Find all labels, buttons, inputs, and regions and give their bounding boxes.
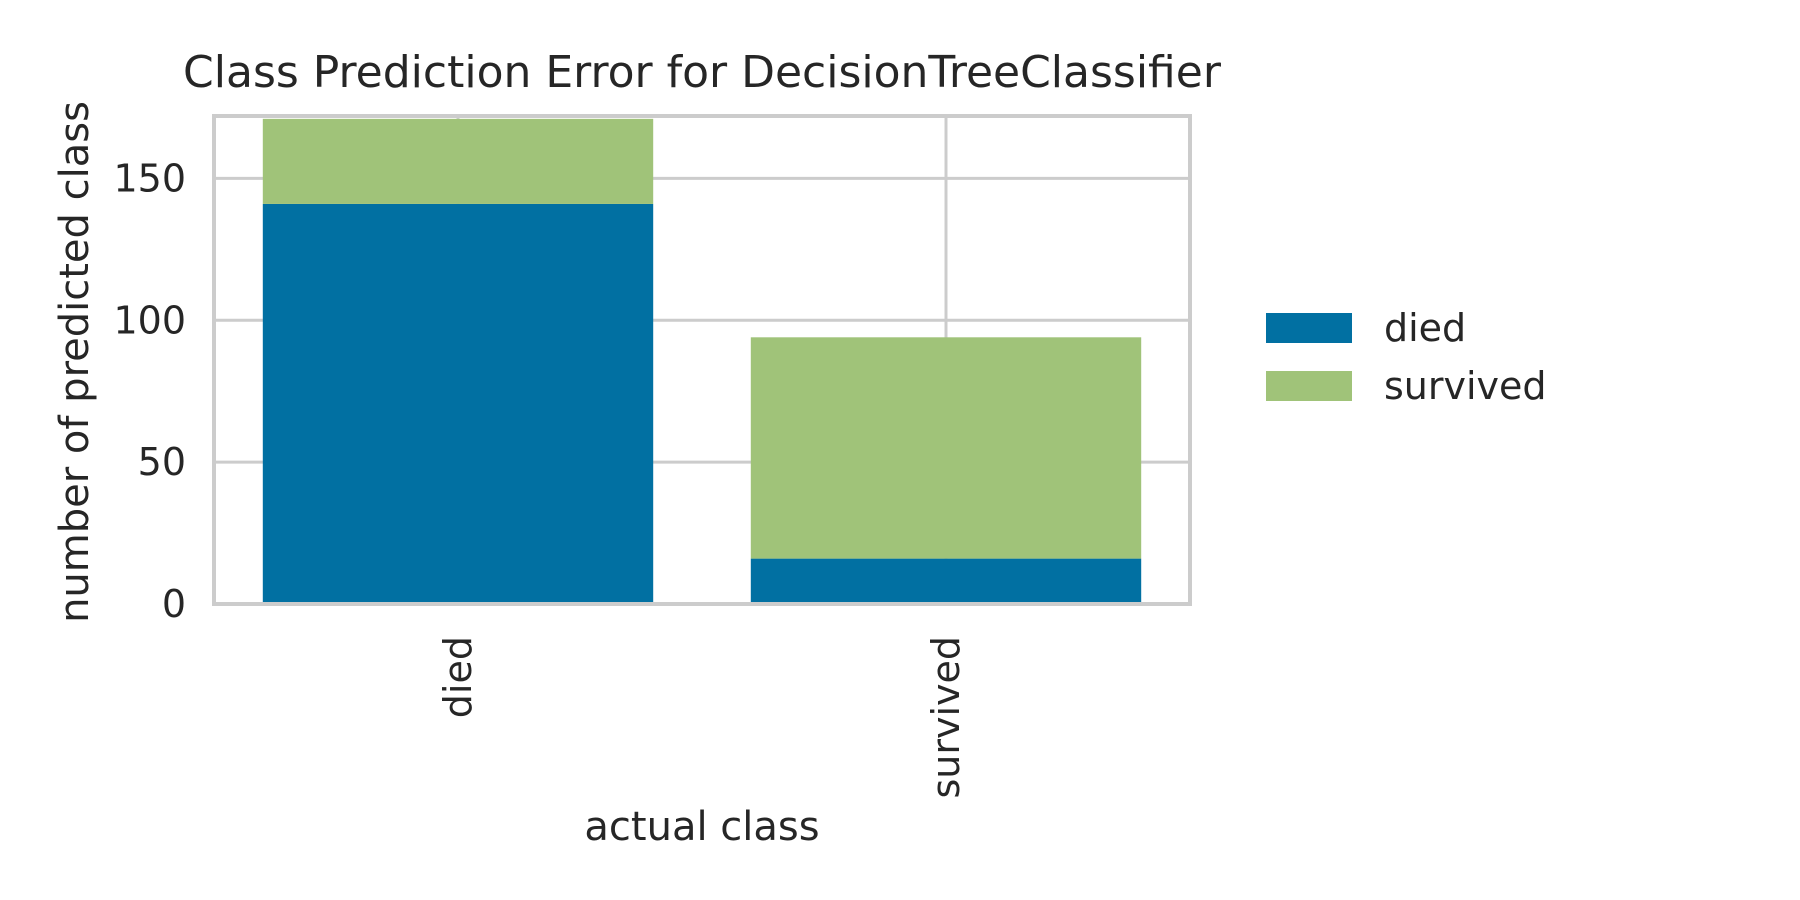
x-tick-label: survived bbox=[924, 636, 968, 799]
y-tick-label: 0 bbox=[162, 582, 186, 626]
legend-swatch-died bbox=[1266, 313, 1352, 343]
legend-label-survived: survived bbox=[1384, 364, 1547, 408]
x-tick-label: died bbox=[436, 636, 480, 718]
legend-label-died: died bbox=[1384, 306, 1466, 350]
legend: died survived bbox=[1266, 306, 1547, 408]
y-tick-labels: 0 50 100 150 bbox=[113, 156, 186, 626]
bar-survived-survived bbox=[750, 337, 1142, 559]
y-axis-label: number of predicted class bbox=[52, 101, 98, 623]
bar-died-died bbox=[262, 203, 654, 604]
y-tick-label: 150 bbox=[113, 156, 186, 200]
plot-frame bbox=[212, 114, 1192, 606]
chart-title: Class Prediction Error for DecisionTreeC… bbox=[183, 47, 1222, 98]
bar-died-survived bbox=[750, 558, 1142, 604]
y-tick-label: 50 bbox=[138, 440, 186, 484]
y-tick-label: 100 bbox=[113, 298, 186, 342]
bars bbox=[262, 118, 1142, 604]
x-tick-labels: died survived bbox=[436, 636, 968, 799]
legend-swatch-survived bbox=[1266, 371, 1352, 401]
x-axis-label: actual class bbox=[584, 804, 819, 850]
bar-survived-died bbox=[262, 118, 654, 204]
